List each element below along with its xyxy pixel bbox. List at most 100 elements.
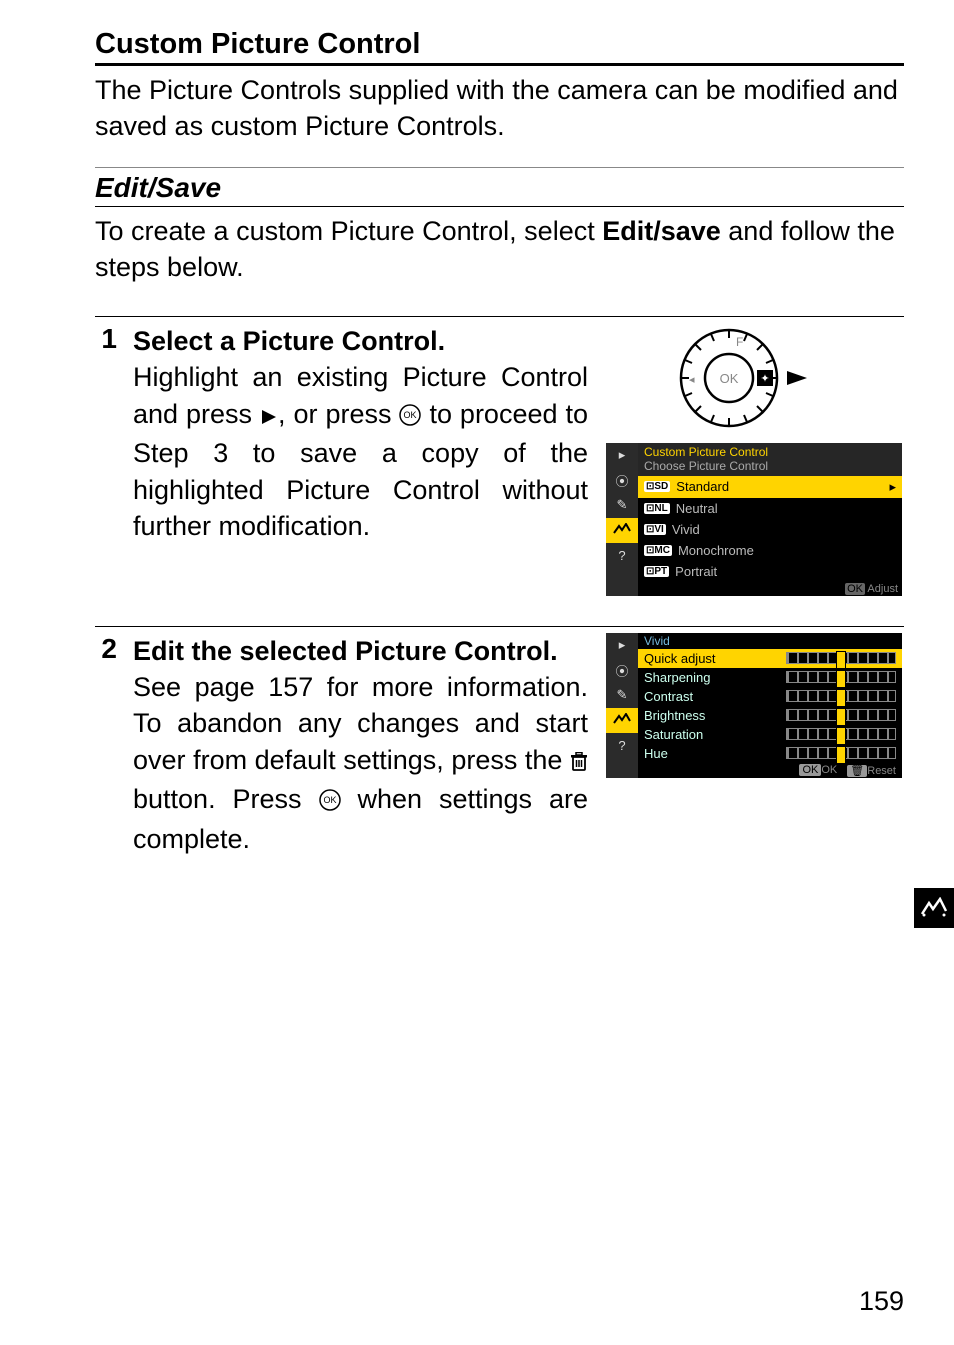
footer-ok-badge: OK [799, 764, 821, 776]
menu-sidebar: ▸ ⦿ ✎ ? [606, 443, 638, 596]
step-1-text: Select a Picture Control. Highlight an e… [133, 323, 588, 596]
adjustment-row[interactable]: Quick adjust [638, 649, 902, 668]
picture-control-item[interactable]: ⊡MC Monochrome [638, 540, 902, 561]
step-2-number: 2 [95, 633, 117, 858]
picture-control-tag: ⊡VI [644, 524, 666, 535]
adjust-menu-head: Vivid [638, 633, 902, 649]
sidebar-pencil-icon: ✎ [606, 493, 638, 518]
adjustment-slider [742, 671, 896, 683]
picture-control-label: Portrait [675, 564, 717, 579]
adjustment-row[interactable]: Sharpening [638, 668, 902, 687]
menu-footer-ok-icon: OK [845, 583, 865, 595]
sidebar-camera-icon: ⦿ [606, 658, 638, 683]
step-2-text: Edit the selected Picture Control. See p… [133, 633, 588, 858]
svg-text:OK: OK [404, 410, 417, 420]
adjustment-row[interactable]: Saturation [638, 725, 902, 744]
step-2-figures: ▸ ⦿ ✎ ? Vivid Quick adjust Sharpening Cont… [604, 633, 904, 858]
adjustment-slider [742, 652, 896, 664]
trash-icon [570, 745, 588, 781]
sub-body-pre: To create a custom Picture Control, sele… [95, 216, 602, 246]
menu-head-sub: Choose Picture Control [644, 459, 896, 473]
picture-control-label: Neutral [676, 501, 718, 516]
slider-bar [786, 728, 896, 740]
svg-text:F: F [736, 335, 743, 349]
sub-body: To create a custom Picture Control, sele… [95, 213, 904, 286]
multi-selector-dial-icon: OK ✦ F ◂ [659, 323, 849, 433]
sidebar-camera-icon: ⦿ [606, 468, 638, 493]
svg-text:✦: ✦ [760, 373, 769, 385]
slider-bar [786, 652, 896, 664]
sidebar-retouch-icon [606, 708, 638, 733]
picture-control-item[interactable]: ⊡NL Neutral [638, 498, 902, 519]
footer-ok-label: OK [821, 764, 837, 776]
picture-control-label: Standard [676, 479, 729, 494]
step-1: 1 Select a Picture Control. Highlight an… [95, 316, 904, 596]
sidebar-play-icon: ▸ [606, 443, 638, 468]
step-2-body-mid: button. Press [133, 784, 319, 814]
adjustment-label: Saturation [644, 727, 736, 742]
adjustment-slider [742, 728, 896, 740]
retouch-tab-icon [920, 897, 948, 919]
picture-control-tag: ⊡MC [644, 545, 672, 556]
ok-circle-icon: OK [399, 399, 421, 435]
subheading-edit-save: Edit/Save [95, 167, 904, 207]
sidebar-pencil-icon: ✎ [606, 683, 638, 708]
sidebar-help-icon: ? [606, 543, 638, 568]
step-2: 2 Edit the selected Picture Control. See… [95, 626, 904, 858]
menu-footer: OK Adjust [638, 582, 902, 596]
choose-picture-control-menu: ▸ ⦿ ✎ ? Custom Picture Control Choose Pi… [606, 443, 902, 596]
step-1-figures: OK ✦ F ◂ [604, 323, 904, 596]
adjust-menu: ▸ ⦿ ✎ ? Vivid Quick adjust Sharpening Cont… [606, 633, 902, 778]
slider-bar [786, 709, 896, 721]
adjust-menu-sidebar: ▸ ⦿ ✎ ? [606, 633, 638, 778]
page-number: 159 [859, 1286, 904, 1317]
step-2-title: Edit the selected Picture Control. [133, 636, 558, 666]
section-tab-badge [914, 888, 954, 928]
adjustment-label: Hue [644, 746, 736, 761]
sidebar-play-icon: ▸ [606, 633, 638, 658]
section-title: Custom Picture Control [95, 28, 904, 66]
adjustment-slider [742, 709, 896, 721]
picture-control-tag: ⊡SD [644, 481, 670, 492]
svg-text:OK: OK [323, 795, 336, 805]
picture-control-item[interactable]: ⊡VI Vivid [638, 519, 902, 540]
menu-main: Custom Picture Control Choose Picture Co… [638, 443, 902, 596]
picture-control-tag: ⊡NL [644, 503, 670, 514]
menu-footer-label: Adjust [867, 583, 898, 595]
step-2-body-pre: See page 157 for more information. To ab… [133, 672, 588, 775]
picture-control-label: Vivid [672, 522, 700, 537]
adjustment-label: Quick adjust [644, 651, 736, 666]
slider-bar [786, 747, 896, 759]
right-triangle-icon [260, 399, 278, 435]
sidebar-help-icon: ? [606, 733, 638, 758]
adjustment-slider [742, 747, 896, 759]
chevron-right-icon: ▸ [889, 479, 896, 495]
sidebar-retouch-icon [606, 518, 638, 543]
footer-reset-label: Reset [867, 765, 896, 777]
adjustment-label: Contrast [644, 689, 736, 704]
adjustment-row[interactable]: Brightness [638, 706, 902, 725]
picture-control-item[interactable]: ⊡SD Standard ▸ [638, 476, 902, 498]
adjustment-row[interactable]: Hue [638, 744, 902, 763]
adjustment-slider [742, 690, 896, 702]
menu-head-title: Custom Picture Control [644, 445, 768, 459]
section-body: The Picture Controls supplied with the c… [95, 72, 904, 145]
adjustment-label: Brightness [644, 708, 736, 723]
picture-control-item[interactable]: ⊡PT Portrait [638, 561, 902, 582]
adjust-menu-footer: OKOK 🗑Reset [638, 763, 902, 778]
ok-circle-icon: OK [319, 784, 341, 820]
slider-bar [786, 671, 896, 683]
step-1-number: 1 [95, 323, 117, 596]
adjustment-label: Sharpening [644, 670, 736, 685]
step-1-body-mid: , or press [278, 399, 399, 429]
svg-text:◂: ◂ [689, 374, 695, 386]
sub-body-bold: Edit/save [602, 216, 721, 246]
step-1-title: Select a Picture Control. [133, 326, 445, 356]
svg-text:OK: OK [720, 371, 739, 386]
picture-control-tag: ⊡PT [644, 566, 669, 577]
picture-control-label: Monochrome [678, 543, 754, 558]
adjust-menu-main: Vivid Quick adjust Sharpening Contrast Brig… [638, 633, 902, 778]
footer-trash-badge: 🗑 [847, 765, 867, 777]
adjustment-row[interactable]: Contrast [638, 687, 902, 706]
slider-bar [786, 690, 896, 702]
